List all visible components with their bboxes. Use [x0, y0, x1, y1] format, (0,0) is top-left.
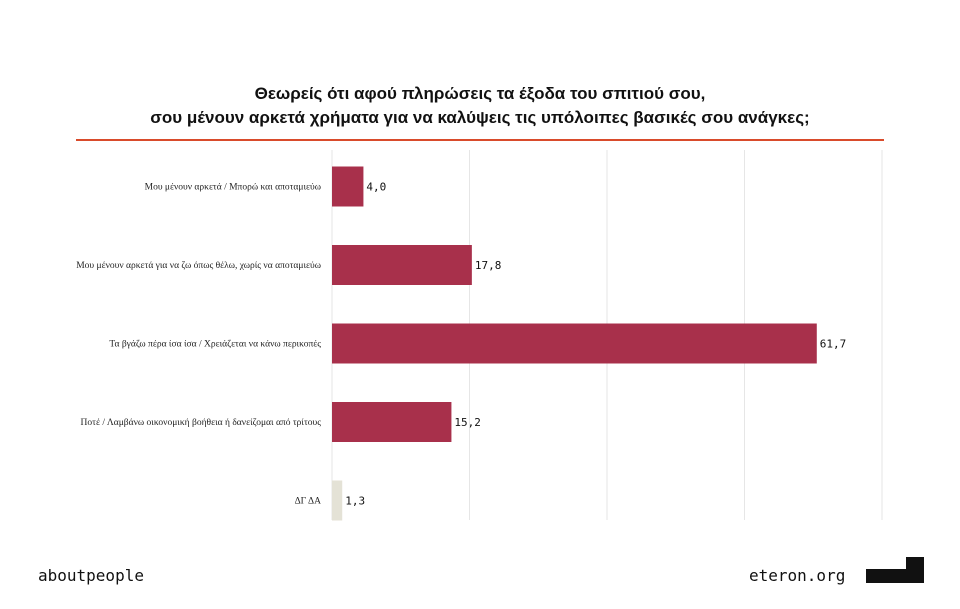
value-label-2: 61,7 — [820, 338, 847, 351]
bar-4 — [332, 480, 343, 521]
eteron-url: eteron.org — [749, 566, 846, 585]
chart-title: Θεωρείς ότι αφού πληρώσεις τα έξοδα του … — [0, 82, 960, 130]
value-label-4: 1,3 — [345, 495, 365, 508]
category-label-4: ΔΓ ΔΑ — [295, 497, 322, 507]
category-label-1: Μου μένουν αρκετά για να ζω όπως θέλω, χ… — [76, 260, 321, 271]
bar-1 — [332, 245, 472, 285]
value-label-3: 15,2 — [454, 416, 481, 429]
title-divider — [76, 139, 884, 141]
aboutpeople-brand: aboutpeople — [38, 566, 144, 585]
bar-0 — [332, 166, 364, 207]
title-line-2: σου μένουν αρκετά χρήματα για να καλύψει… — [150, 108, 810, 127]
value-label-1: 17,8 — [475, 259, 502, 272]
title-line-1: Θεωρείς ότι αφού πληρώσεις τα έξοδα του … — [254, 84, 706, 103]
category-label-0: Μου μένουν αρκετά / Μπορώ και αποταμιεύω — [145, 183, 321, 193]
bar-2 — [332, 323, 817, 364]
bar-3 — [332, 402, 452, 442]
category-label-2: Τα βγάζω πέρα ίσα ίσα / Χρειάζεται να κά… — [109, 339, 321, 350]
category-label-3: Ποτέ / Λαμβάνω οικονομική βοήθεια ή δανε… — [81, 417, 322, 428]
eteron-logo-icon — [866, 557, 924, 583]
value-label-0: 4,0 — [366, 181, 386, 194]
bar-chart: Μου μένουν αρκετά / Μπορώ και αποταμιεύω… — [76, 150, 883, 521]
